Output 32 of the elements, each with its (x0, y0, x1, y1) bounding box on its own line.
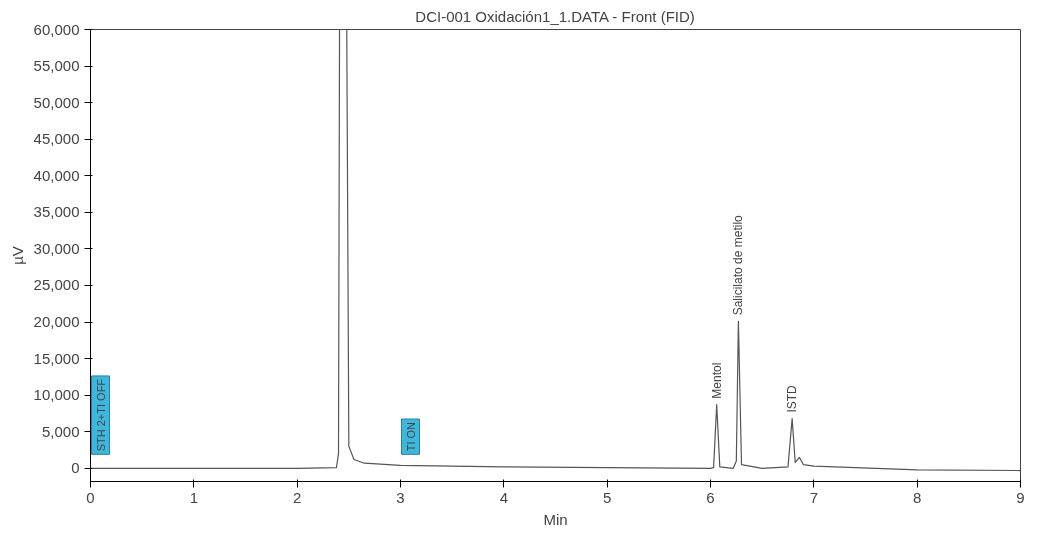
annotation: Mentol (709, 362, 724, 399)
y-tick-label: 60,000 (33, 20, 80, 38)
x-tick-label: 5 (603, 488, 612, 506)
x-tick-label: 3 (396, 488, 405, 506)
y-tick-label: 35,000 (33, 203, 80, 221)
line-series (90, 29, 1021, 472)
y-tick-label: 0 (71, 459, 80, 477)
y-tick-label: 30,000 (33, 239, 80, 257)
y-axis-title: µV (8, 246, 26, 265)
x-axis-title: Min (543, 510, 568, 528)
y-tick-label: 25,000 (33, 276, 80, 294)
x-tick-label: 8 (913, 488, 922, 506)
y-tick-label: 15,000 (33, 349, 80, 367)
x-tick-label: 6 (706, 488, 715, 506)
annotation: ISTD (785, 384, 800, 413)
x-tick-label: 1 (189, 488, 199, 506)
y-tick-label: 20,000 (33, 313, 80, 331)
annotation: Salicilato de metilo (731, 214, 746, 316)
y-tick-label: 10,000 (33, 386, 80, 404)
annotation: TI ON (404, 421, 417, 452)
x-tick-label: 0 (86, 488, 95, 506)
x-tick-label: 2 (293, 488, 302, 506)
x-tick-label: 7 (809, 488, 819, 506)
annotation: STH 2+TI OFF (94, 378, 107, 452)
y-tick-label: 55,000 (33, 57, 80, 75)
y-tick-label: 5,000 (41, 422, 80, 440)
y-tick-label: 45,000 (33, 130, 80, 148)
x-tick-label: 9 (1016, 488, 1025, 506)
y-tick-label: 50,000 (33, 93, 80, 111)
chart-title: DCI-001 Oxidación1_1.DATA - Front (FID) (415, 7, 695, 25)
y-tick-label: 40,000 (33, 166, 80, 184)
x-tick-label: 4 (499, 488, 509, 506)
